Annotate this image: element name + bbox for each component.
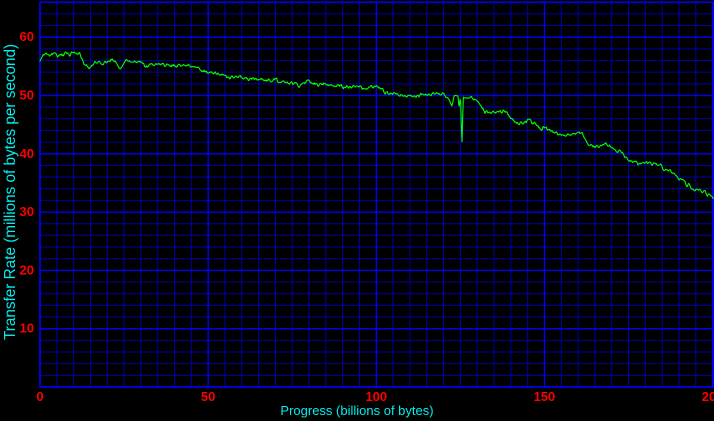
svg-text:50: 50 xyxy=(20,87,34,102)
svg-text:0: 0 xyxy=(36,389,43,404)
svg-text:60: 60 xyxy=(20,29,34,44)
svg-text:50: 50 xyxy=(201,389,215,404)
svg-text:100: 100 xyxy=(365,389,387,404)
svg-text:40: 40 xyxy=(20,146,34,161)
svg-text:150: 150 xyxy=(534,389,556,404)
svg-text:20: 20 xyxy=(20,262,34,277)
svg-text:10: 10 xyxy=(20,321,34,336)
svg-text:200: 200 xyxy=(702,389,714,404)
svg-text:30: 30 xyxy=(20,204,34,219)
